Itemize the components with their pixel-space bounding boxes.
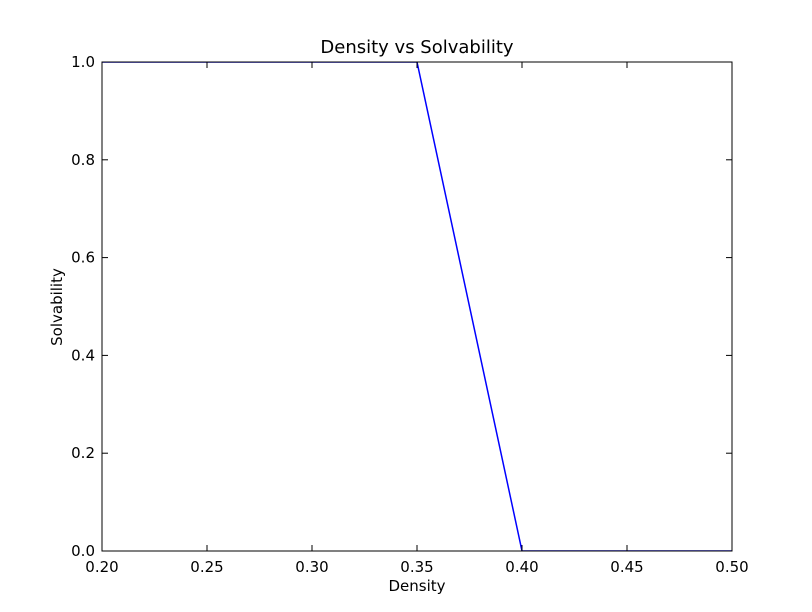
y-tick-label: 0.0 — [71, 542, 95, 560]
x-tick-label: 0.35 — [400, 558, 433, 576]
y-tick-label: 0.8 — [71, 151, 95, 169]
y-tick-label: 0.4 — [71, 346, 95, 364]
y-axis-label: Solvability — [48, 268, 66, 346]
ticks-layer: 0.20 0.25 0.30 0.35 0.40 0.45 0.50 0.0 0.2 0.4 0.6… — [71, 53, 749, 576]
x-tick-label: 0.50 — [715, 558, 748, 576]
chart-title: Density vs Solvability — [320, 37, 514, 58]
plot-frame — [101, 61, 733, 552]
x-tick-label: 0.20 — [85, 558, 118, 576]
x-axis-label: Density — [388, 577, 445, 595]
plot-area-background — [102, 62, 732, 551]
y-tick-label: 0.2 — [71, 444, 95, 462]
x-tick-label: 0.25 — [190, 558, 223, 576]
x-tick-label: 0.30 — [295, 558, 328, 576]
x-tick-label: 0.45 — [610, 558, 643, 576]
y-tick-label: 0.6 — [71, 249, 95, 267]
y-tick-label: 1.0 — [71, 53, 95, 71]
x-tick-label: 0.40 — [505, 558, 538, 576]
